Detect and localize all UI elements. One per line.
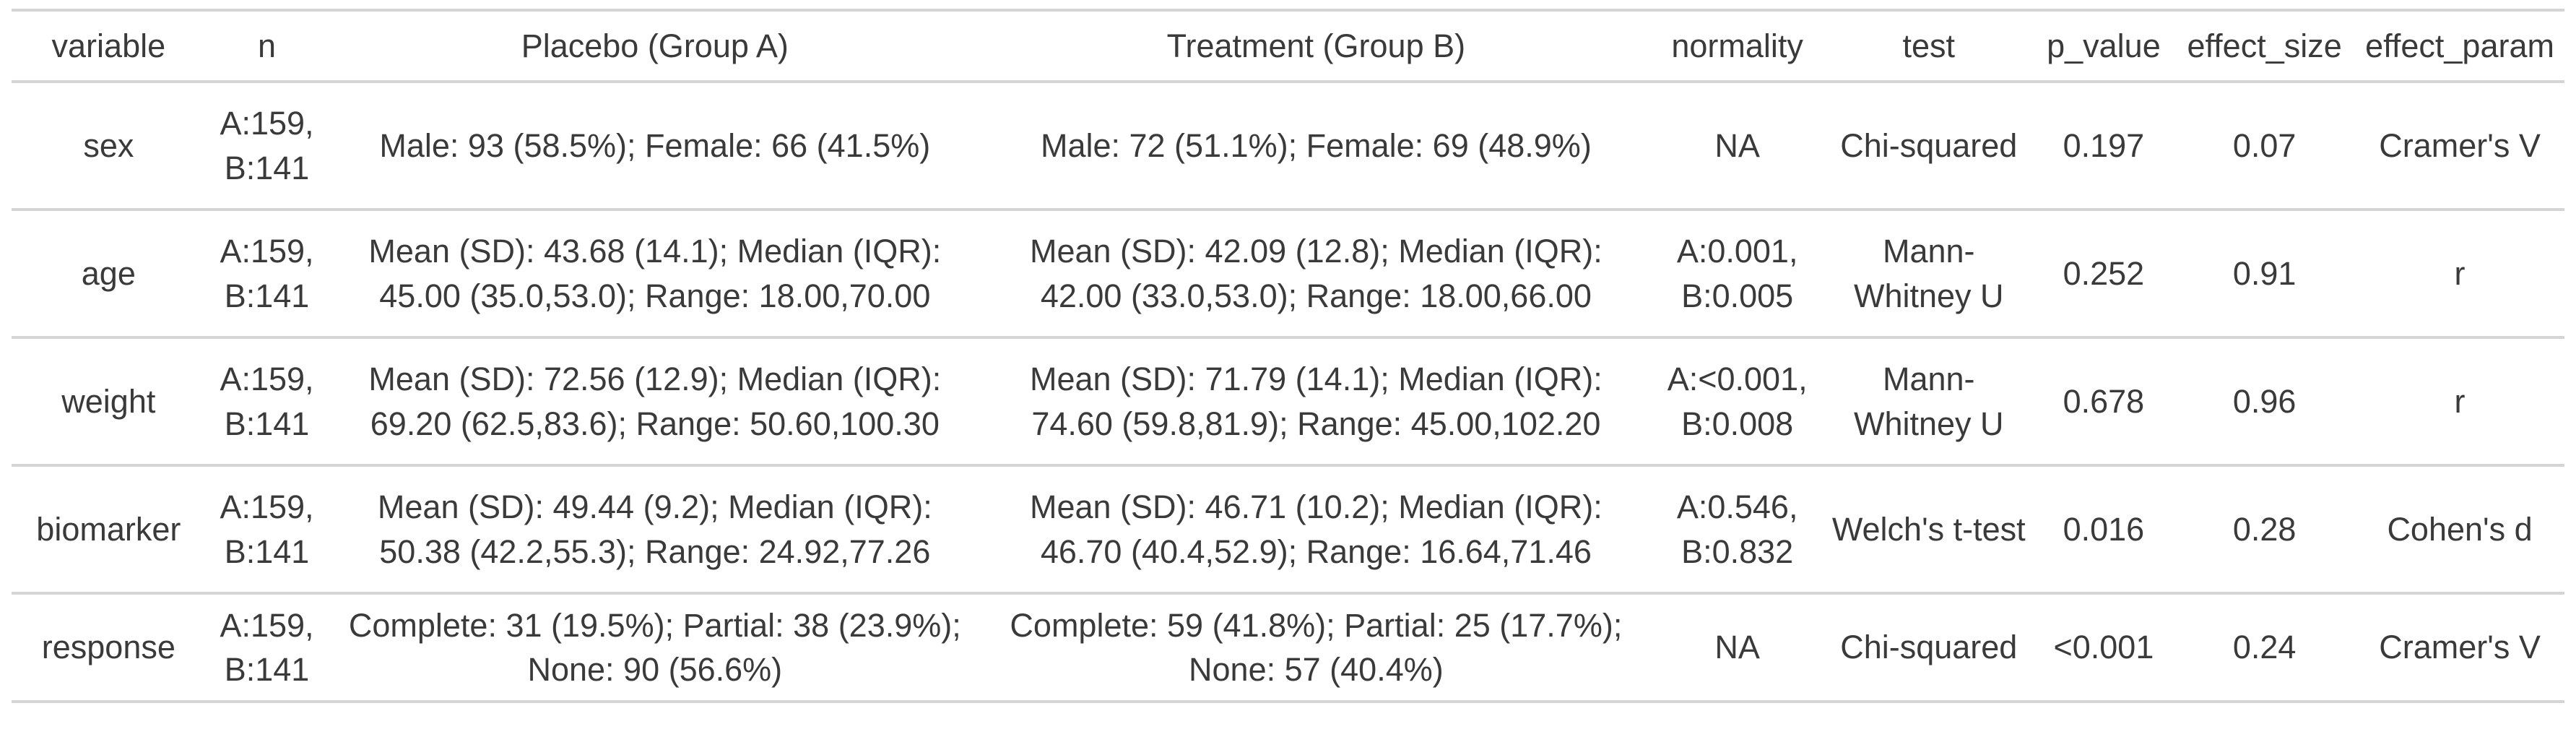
table-cell: Mean (SD): 46.71 (10.2); Median (IQR): 4… [981, 465, 1651, 595]
table-cell: 0.016 [2033, 465, 2174, 595]
table-row-sex: sex A:159, B:141 Male: 93 (58.5%); Femal… [12, 82, 2564, 211]
table-cell: sex [12, 82, 206, 211]
table-cell: NA [1650, 82, 1824, 211]
table-cell: 0.197 [2033, 82, 2174, 211]
table-cell: 0.678 [2033, 337, 2174, 467]
table-cell: NA [1650, 593, 1824, 703]
col-header-p-value: p_value [2033, 10, 2174, 83]
table-cell: 0.07 [2174, 82, 2356, 211]
table-cell: A:<0.001, B:0.008 [1650, 337, 1824, 467]
table-cell: Mean (SD): 71.79 (14.1); Median (IQR): 7… [981, 337, 1651, 467]
table-cell: A:159, B:141 [205, 337, 329, 467]
table-cell: Cohen's d [2355, 465, 2564, 595]
table-cell: A:159, B:141 [205, 210, 329, 339]
table-cell: biomarker [12, 465, 206, 595]
table-cell: 0.252 [2033, 210, 2174, 339]
statistical-summary-table: variable n Placebo (Group A) Treatment (… [12, 9, 2564, 703]
table-cell: A:0.546, B:0.832 [1650, 465, 1824, 595]
table-cell: Mean (SD): 42.09 (12.8); Median (IQR): 4… [981, 210, 1651, 339]
table-cell: 0.24 [2174, 593, 2356, 703]
table-cell: Mean (SD): 49.44 (9.2); Median (IQR): 50… [328, 465, 982, 595]
table-cell: Chi-squared [1823, 593, 2034, 703]
table-cell: r [2355, 210, 2564, 339]
col-header-normality: normality [1650, 10, 1824, 83]
table-cell: Mann-Whitney U [1823, 337, 2034, 467]
table-row-response: response A:159, B:141 Complete: 31 (19.5… [12, 593, 2564, 703]
table-cell: A:159, B:141 [205, 465, 329, 595]
table-row-age: age A:159, B:141 Mean (SD): 43.68 (14.1)… [12, 210, 2564, 339]
table-cell: Complete: 31 (19.5%); Partial: 38 (23.9%… [328, 593, 982, 703]
table-cell: <0.001 [2033, 593, 2174, 703]
table-cell: Male: 93 (58.5%); Female: 66 (41.5%) [328, 82, 982, 211]
table-cell: Cramer's V [2355, 82, 2564, 211]
table-cell: A:0.001, B:0.005 [1650, 210, 1824, 339]
table-cell: 0.96 [2174, 337, 2356, 467]
table-cell: Mean (SD): 43.68 (14.1); Median (IQR): 4… [328, 210, 982, 339]
col-header-treatment-group-b: Treatment (Group B) [981, 10, 1651, 83]
table-cell: Mean (SD): 72.56 (12.9); Median (IQR): 6… [328, 337, 982, 467]
col-header-test: test [1823, 10, 2034, 83]
table-cell: r [2355, 337, 2564, 467]
table-cell: A:159, B:141 [205, 82, 329, 211]
col-header-placebo-group-a: Placebo (Group A) [328, 10, 982, 83]
table-cell: A:159, B:141 [205, 593, 329, 703]
table-cell: Complete: 59 (41.8%); Partial: 25 (17.7%… [981, 593, 1651, 703]
table-cell: 0.91 [2174, 210, 2356, 339]
table-cell: Male: 72 (51.1%); Female: 69 (48.9%) [981, 82, 1651, 211]
table-cell: response [12, 593, 206, 703]
table-header-row: variable n Placebo (Group A) Treatment (… [12, 10, 2564, 83]
col-header-effect-param: effect_param [2355, 10, 2564, 83]
col-header-variable: variable [12, 10, 206, 83]
table-cell: weight [12, 337, 206, 467]
table-cell: age [12, 210, 206, 339]
table-row-weight: weight A:159, B:141 Mean (SD): 72.56 (12… [12, 337, 2564, 467]
table-cell: Mann-Whitney U [1823, 210, 2034, 339]
table-cell: 0.28 [2174, 465, 2356, 595]
table-cell: Chi-squared [1823, 82, 2034, 211]
table-cell: Welch's t-test [1823, 465, 2034, 595]
table-row-biomarker: biomarker A:159, B:141 Mean (SD): 49.44 … [12, 465, 2564, 595]
col-header-n: n [205, 10, 329, 83]
col-header-effect-size: effect_size [2174, 10, 2356, 83]
table-cell: Cramer's V [2355, 593, 2564, 703]
